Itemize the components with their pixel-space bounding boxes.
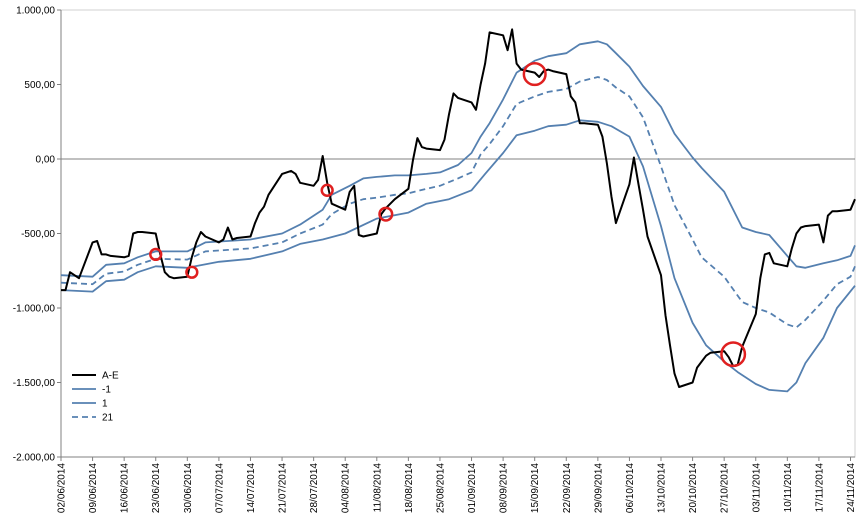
y-tick-label: -1.500,00 bbox=[13, 378, 56, 389]
x-tick-label: 04/08/2014 bbox=[341, 463, 352, 513]
x-tick-label: 01/09/2014 bbox=[467, 463, 478, 513]
x-tick-label: 11/08/2014 bbox=[372, 463, 383, 513]
series-line-minus-1 bbox=[60, 119, 856, 393]
x-tick-label: 10/11/2014 bbox=[783, 463, 794, 513]
y-tick-label: -1.000,00 bbox=[13, 304, 56, 315]
x-tick-label: 17/11/2014 bbox=[814, 463, 825, 513]
x-tick-label: 13/10/2014 bbox=[657, 463, 668, 513]
x-tick-label: 29/09/2014 bbox=[593, 463, 604, 513]
x-tick-label: 16/06/2014 bbox=[120, 463, 131, 513]
highlight-circle bbox=[720, 341, 747, 368]
x-tick-label: 25/08/2014 bbox=[435, 463, 446, 513]
x-tick-label: 08/09/2014 bbox=[499, 463, 510, 513]
highlight-circle bbox=[149, 247, 163, 262]
highlight-circle bbox=[185, 265, 199, 279]
legend-label: A-E bbox=[102, 371, 119, 382]
legend-label: 1 bbox=[102, 399, 108, 410]
x-tick-label: 30/06/2014 bbox=[183, 463, 194, 513]
x-tick-label: 06/10/2014 bbox=[625, 463, 636, 513]
y-tick-label: -500,00 bbox=[21, 229, 55, 240]
series-line-21 bbox=[60, 76, 856, 329]
x-tick-label: 28/07/2014 bbox=[309, 463, 320, 513]
highlight-circle bbox=[378, 206, 394, 222]
x-tick-label: 02/06/2014 bbox=[57, 463, 68, 513]
series-line-plus-1 bbox=[60, 40, 856, 278]
y-tick-label: 0,00 bbox=[36, 155, 56, 166]
series-layer bbox=[60, 28, 856, 393]
x-tick-label: 20/10/2014 bbox=[688, 463, 699, 513]
x-tick-label: 14/07/2014 bbox=[246, 463, 257, 513]
x-tick-label: 22/09/2014 bbox=[562, 463, 573, 513]
x-tick-label: 24/11/2014 bbox=[846, 463, 857, 513]
series-line-a-e bbox=[61, 28, 856, 388]
y-tick-label: 1.000,00 bbox=[16, 6, 55, 17]
highlight-circle bbox=[522, 61, 547, 87]
x-tick-label: 03/11/2014 bbox=[751, 463, 762, 513]
y-tick-label: 500,00 bbox=[24, 80, 55, 91]
highlight-circle bbox=[320, 183, 334, 197]
legend: A-E -1 1 21 bbox=[72, 371, 119, 424]
x-tick-label: 27/10/2014 bbox=[720, 463, 731, 513]
x-tick-label: 23/06/2014 bbox=[151, 463, 162, 513]
x-tick-label: 07/07/2014 bbox=[214, 463, 225, 513]
x-tick-label: 09/06/2014 bbox=[88, 463, 99, 513]
annotation-layer bbox=[149, 61, 747, 368]
y-tick-label: -2.000,00 bbox=[13, 453, 56, 464]
legend-label: 21 bbox=[102, 413, 114, 424]
y-axis: 1.000,00 500,00 0,00 -500,00 -1.000,00 -1.500… bbox=[13, 6, 62, 464]
x-tick-label: 21/07/2014 bbox=[278, 463, 289, 513]
legend-label: -1 bbox=[102, 385, 111, 396]
x-tick-label: 18/08/2014 bbox=[404, 463, 415, 513]
x-axis: 02/06/2014 09/06/2014 16/06/2014 23/06/2014… bbox=[57, 456, 857, 513]
plot-border bbox=[60, 9, 856, 458]
x-tick-label: 15/09/2014 bbox=[530, 463, 541, 513]
